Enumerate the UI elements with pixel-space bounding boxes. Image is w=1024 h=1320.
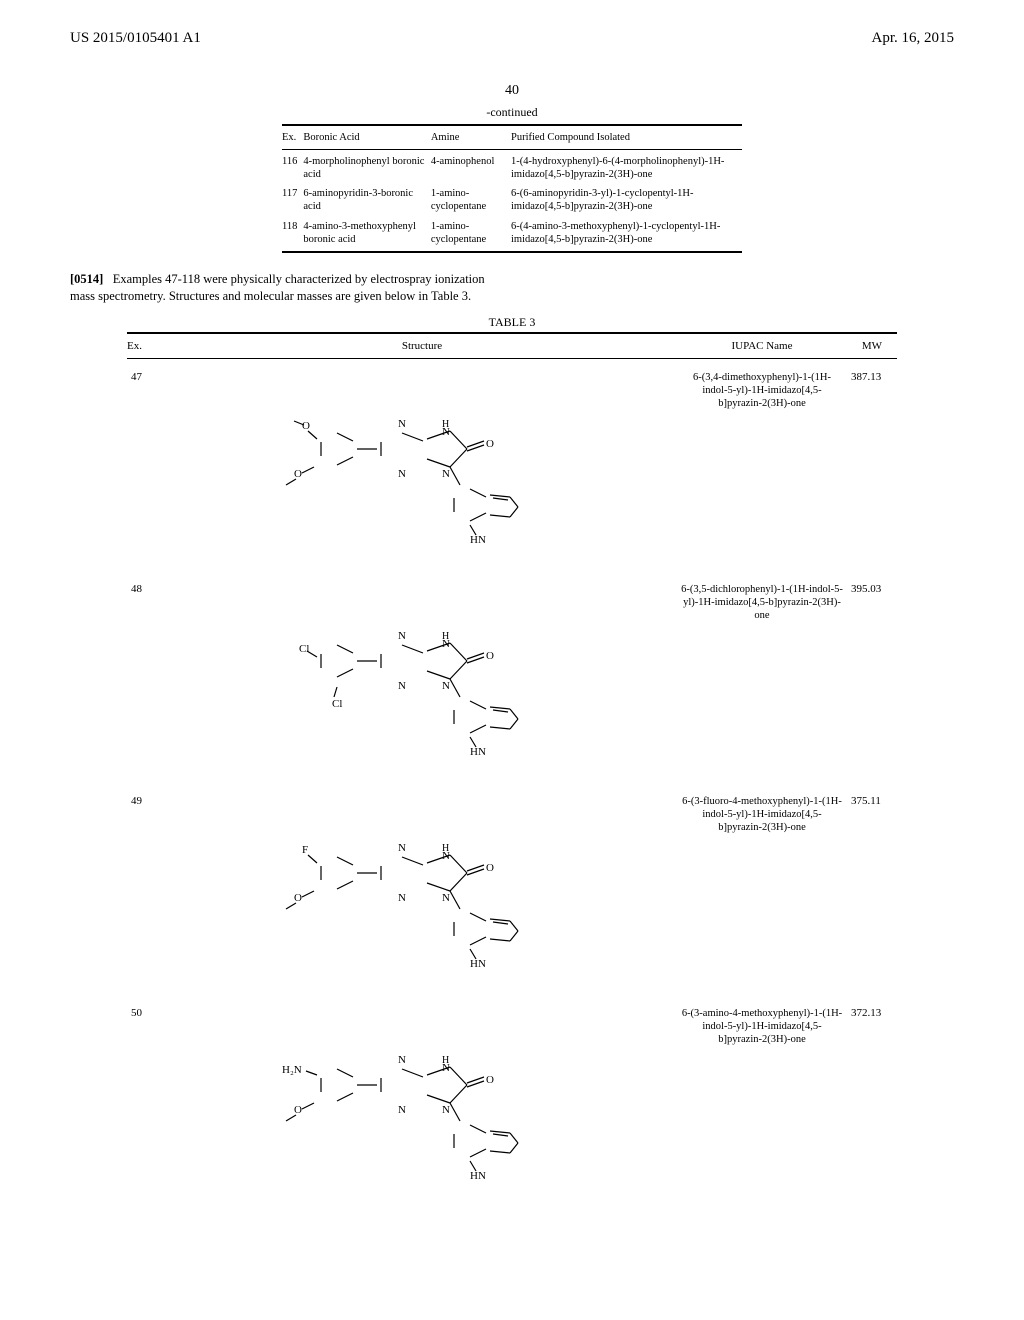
cell-structure: line, polyline, path { stroke:#000; stro… (167, 997, 677, 1209)
t3-th-name: IUPAC Name (677, 336, 847, 356)
svg-text:F: F (302, 844, 308, 856)
cell-ex: 48 (127, 573, 167, 785)
cell-structure: line, polyline, path { stroke:#000; stro… (167, 573, 677, 785)
table-row: 48 line, polyline, path { stroke:#000; s… (127, 573, 897, 785)
page-header: US 2015/0105401 A1 Apr. 16, 2015 (70, 30, 954, 47)
svg-text:N: N (398, 418, 406, 430)
paragraph-0514: [0514] Examples 47-118 were physically c… (70, 271, 490, 305)
th-product: Purified Compound Isolated (511, 128, 742, 147)
rule (282, 124, 742, 126)
th-product-text: Purified Compound Isolated (511, 132, 630, 143)
cell-product: 1-(4-hydroxyphenyl)-6-(4-morpholinopheny… (511, 152, 742, 184)
table3-caption: TABLE 3 (127, 315, 897, 330)
svg-text:N: N (442, 850, 450, 862)
svg-text:N: N (398, 1054, 406, 1066)
structure-svg: line, polyline, path { stroke:#000; stro… (272, 579, 572, 779)
table-row: 47 line, polyline, path { stroke:#000; s… (127, 361, 897, 573)
cell-acid: 4-morpholinophenyl boronic acid (303, 152, 430, 184)
para-num: [0514] (70, 272, 103, 286)
th-amine: Amine (431, 128, 511, 147)
cell-structure: line, polyline, path { stroke:#000; stro… (167, 785, 677, 997)
svg-text:N: N (398, 630, 406, 642)
svg-text:N: N (442, 892, 450, 904)
cell-mw: 372.13 (847, 997, 897, 1209)
svg-text:HN: HN (470, 958, 486, 970)
cell-name: 6-(3,4-dimethoxyphenyl)-1-(1H-indol-5-yl… (677, 361, 847, 573)
cell-mw: 395.03 (847, 573, 897, 785)
svg-text:N: N (442, 468, 450, 480)
cell-name: 6-(3,5-dichlorophenyl)-1-(1H-indol-5-yl)… (677, 573, 847, 785)
svg-text:O: O (486, 1074, 494, 1086)
svg-text:N: N (398, 892, 406, 904)
structure-svg: line, polyline, path { stroke:#000; stro… (272, 367, 572, 567)
svg-text:N: N (398, 468, 406, 480)
table-row: 50 line, polyline, path { stroke:#000; s… (127, 997, 897, 1209)
cell-acid: 6-aminopyridin-3-boronic acid (303, 184, 430, 216)
cell-ex: 47 (127, 361, 167, 573)
svg-text:N: N (398, 1104, 406, 1116)
svg-text:Cl: Cl (332, 698, 342, 710)
structure-svg: line, polyline, path { stroke:#000; stro… (272, 791, 572, 991)
cell-mw: 387.13 (847, 361, 897, 573)
t3-th-ex: Ex. (127, 336, 167, 356)
cell-acid: 4-amino-3-methoxyphenyl boronic acid (303, 217, 430, 249)
table-row: 1184-amino-3-methoxyphenyl boronic acid1… (282, 217, 742, 249)
t3-th-mw: MW (847, 336, 897, 356)
cell-ex: 50 (127, 997, 167, 1209)
cell-structure: line, polyline, path { stroke:#000; stro… (167, 361, 677, 573)
svg-text:O: O (486, 438, 494, 450)
svg-text:O: O (486, 862, 494, 874)
table-row: 1164-morpholinophenyl boronic acid4-amin… (282, 152, 742, 184)
continued-table: Ex. Boronic Acid Amine Purified Compound… (282, 128, 742, 249)
table-row: 1176-aminopyridin-3-boronic acid1-amino-… (282, 184, 742, 216)
cell-name: 6-(3-amino-4-methoxyphenyl)-1-(1H-indol-… (677, 997, 847, 1209)
t3-th-structure: Structure (167, 336, 677, 356)
svg-text:N: N (398, 680, 406, 692)
cell-amine: 4-aminophenol (431, 152, 511, 184)
svg-text:O: O (302, 420, 310, 432)
cell-ex: 116 (282, 152, 303, 184)
rule (282, 251, 742, 253)
svg-text:O: O (294, 892, 302, 904)
page-number: 40 (70, 83, 954, 99)
svg-text:N: N (442, 638, 450, 650)
svg-text:N: N (442, 1104, 450, 1116)
continued-label: -continued (282, 105, 742, 120)
svg-text:N: N (442, 1062, 450, 1074)
svg-text:O: O (294, 1104, 302, 1116)
svg-text:N: N (442, 426, 450, 438)
cell-amine: 1-amino-cyclopentane (431, 217, 511, 249)
structure-svg: line, polyline, path { stroke:#000; stro… (272, 1003, 572, 1203)
cell-mw: 375.11 (847, 785, 897, 997)
doc-date: Apr. 16, 2015 (872, 30, 955, 47)
table-row: 49 line, polyline, path { stroke:#000; s… (127, 785, 897, 997)
cell-product: 6-(4-amino-3-methoxyphenyl)-1-cyclopenty… (511, 217, 742, 249)
table-3: Ex. Structure IUPAC Name MW 47 line, pol… (127, 336, 897, 1209)
cell-ex: 49 (127, 785, 167, 997)
svg-text:HN: HN (470, 534, 486, 546)
th-ex: Ex. (282, 128, 303, 147)
svg-text:N: N (442, 680, 450, 692)
cell-amine: 1-amino-cyclopentane (431, 184, 511, 216)
para-text: Examples 47-118 were physically characte… (70, 272, 485, 303)
svg-text:O: O (486, 650, 494, 662)
svg-text:Cl: Cl (299, 643, 309, 655)
svg-text:HN: HN (470, 1170, 486, 1182)
svg-text:N: N (398, 842, 406, 854)
th-acid: Boronic Acid (303, 128, 430, 147)
rule (127, 332, 897, 334)
cell-ex: 117 (282, 184, 303, 216)
svg-text:HN: HN (470, 746, 486, 758)
cell-ex: 118 (282, 217, 303, 249)
cell-name: 6-(3-fluoro-4-methoxyphenyl)-1-(1H-indol… (677, 785, 847, 997)
cell-product: 6-(6-aminopyridin-3-yl)-1-cyclopentyl-1H… (511, 184, 742, 216)
doc-number: US 2015/0105401 A1 (70, 30, 201, 47)
svg-text:O: O (294, 468, 302, 480)
svg-text:H₂N: H₂N (282, 1064, 302, 1076)
